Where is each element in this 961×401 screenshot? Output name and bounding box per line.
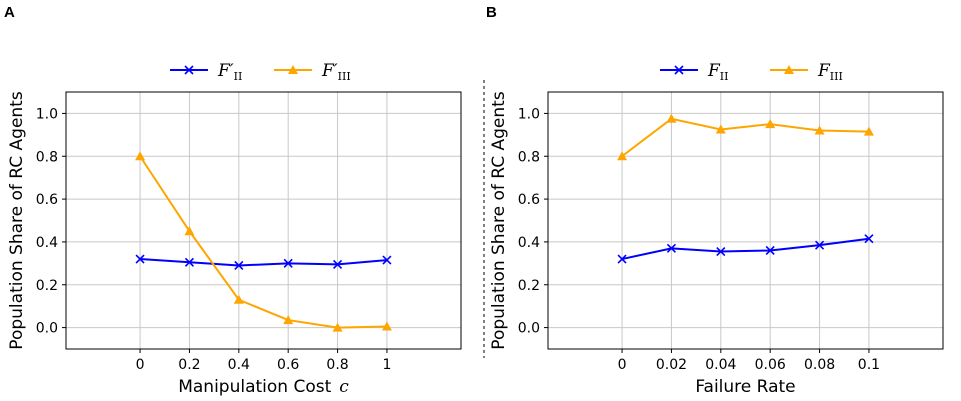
data-point [617, 254, 627, 264]
data-point [184, 226, 195, 236]
data-point [283, 258, 293, 268]
data-point [765, 245, 775, 256]
y-tick-label: 0.0 [518, 321, 540, 337]
x-tick-label: 0 [136, 357, 145, 373]
data-point [135, 151, 146, 161]
x-tick-label: 0.2 [178, 357, 200, 373]
plot-frame [547, 91, 944, 350]
series-line [139, 155, 387, 329]
data-point [234, 260, 244, 271]
legend-label: FIII [817, 61, 843, 83]
data-point [666, 113, 677, 123]
x-axis-label-symbol: c [339, 377, 349, 397]
data-point [666, 243, 677, 253]
y-tick-label: 1.0 [518, 106, 540, 122]
legend-label-subscript: II [234, 70, 243, 83]
x-axis-label-text: Failure Rate [695, 377, 795, 397]
x-tick-label: 1 [382, 357, 391, 373]
data-point [617, 151, 628, 161]
chart-panel-a: 0 0.2 0.4 0.6 0.8 1 0.0 0.2 0.4 0.6 0.8 1.0 Populati… [7, 61, 462, 397]
x-tick-label: 0.4 [228, 357, 250, 373]
y-tick-label: 0.8 [36, 149, 58, 165]
y-tick-label: 0.6 [518, 192, 540, 208]
legend-label-main: F [817, 61, 831, 81]
x-tick-label: 0.1 [858, 357, 880, 373]
y-tick-label: 0.2 [36, 278, 58, 294]
y-axis-label: Population Share of RC Agents [489, 91, 509, 350]
data-point [332, 322, 343, 332]
y-tick-label: 0.6 [36, 192, 58, 208]
data-point [332, 259, 343, 269]
panel-letter-a: A [4, 4, 15, 21]
panel-letter-b: B [486, 4, 497, 21]
plot-frame [65, 91, 462, 350]
legend-label: F′II [217, 61, 242, 83]
series-line [621, 237, 870, 261]
x-tick-label: 0.02 [656, 357, 687, 373]
series-line [621, 117, 869, 158]
legend-label-main: F′ [217, 61, 234, 81]
data-point [381, 321, 392, 331]
data-point [135, 254, 145, 264]
x-tick-label: 0.06 [755, 357, 786, 373]
data-point [814, 125, 825, 135]
y-tick-label: 0.4 [518, 235, 540, 251]
data-point [233, 294, 244, 304]
legend-marker [288, 65, 298, 74]
x-tick-label: 0.08 [804, 357, 835, 373]
data-point [283, 315, 294, 325]
legend-label-main: F′ [321, 61, 338, 81]
legend-marker [674, 65, 684, 75]
series-line [139, 258, 388, 267]
x-tick-label: 0.6 [277, 357, 299, 373]
x-tick-label: 0 [618, 357, 627, 373]
x-axis-label: Failure Rate [695, 377, 795, 397]
legend-label-main: F [707, 61, 721, 81]
data-point [184, 257, 195, 267]
data-point [814, 240, 825, 250]
data-point [863, 126, 874, 136]
y-tick-label: 0.2 [518, 278, 540, 294]
y-tick-label: 0.4 [36, 235, 58, 251]
legend-label: FII [707, 61, 729, 83]
data-point [716, 246, 726, 257]
x-axis-label: Manipulation Cost c [178, 377, 349, 397]
data-point [382, 255, 392, 265]
y-tick-label: 0.8 [518, 149, 540, 165]
x-tick-label: 0.8 [326, 357, 348, 373]
y-tick-label: 1.0 [36, 106, 58, 122]
legend-marker [784, 65, 794, 74]
data-point [765, 119, 776, 129]
legend-label-subscript: III [338, 70, 351, 83]
x-axis-label-text: Manipulation Cost [178, 377, 331, 397]
legend-label: F′III [321, 61, 351, 83]
chart-panel-b: 0 0.02 0.04 0.06 0.08 0.1 0.0 0.2 0.4 0.6 0.8 1.0 Po… [489, 61, 944, 397]
y-tick-label: 0.0 [36, 321, 58, 337]
legend-label-subscript: III [830, 70, 843, 83]
legend-label-subscript: II [720, 70, 729, 83]
data-point [864, 234, 874, 244]
data-point [715, 124, 726, 134]
legend-marker [184, 65, 194, 75]
y-axis-label: Population Share of RC Agents [7, 91, 27, 350]
x-tick-label: 0.04 [705, 357, 736, 373]
